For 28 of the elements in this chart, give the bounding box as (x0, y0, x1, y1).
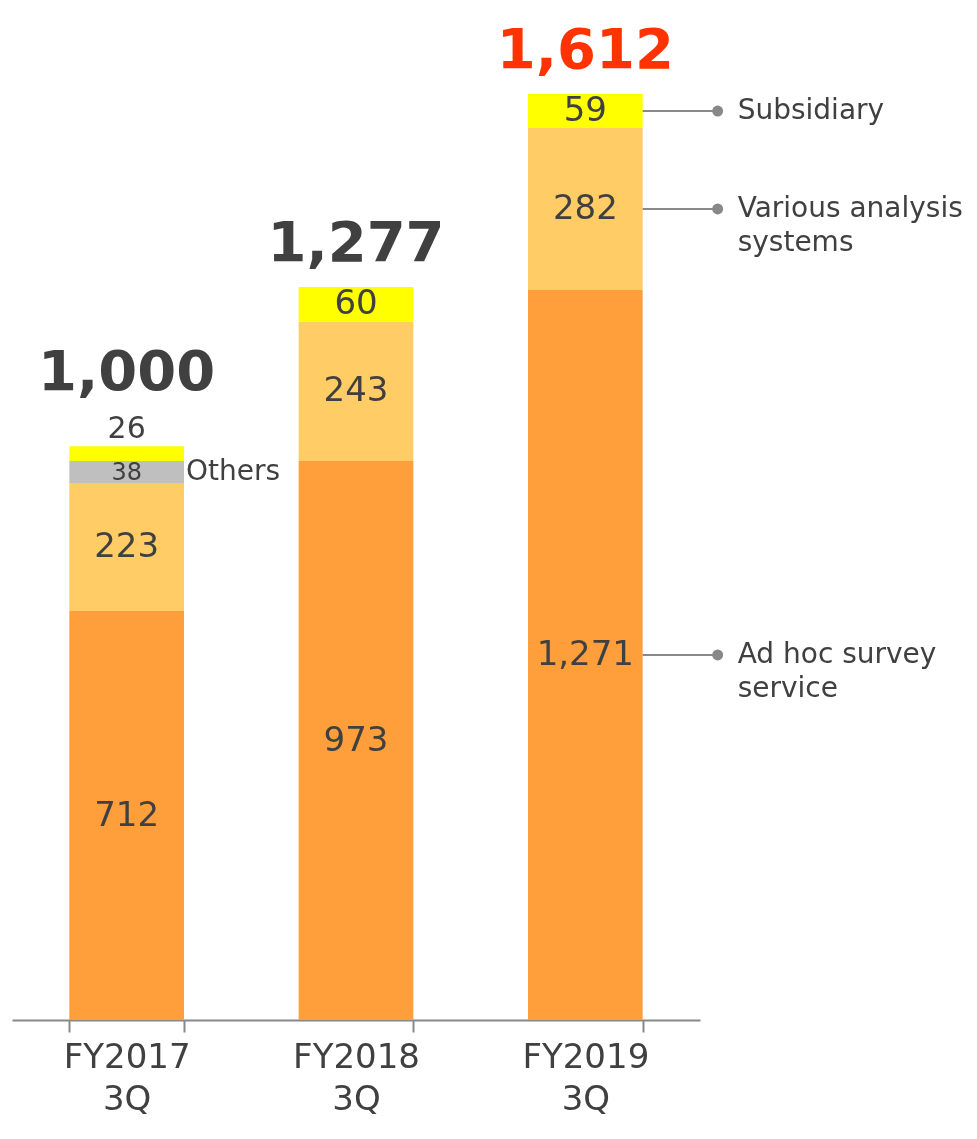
x-tick-label: FY2018 3Q (293, 1035, 420, 1118)
data-label: 59 (563, 89, 607, 130)
text: Ad hoc survey service (737, 636, 937, 704)
series-label: Others (186, 454, 281, 488)
data-label: 223 (94, 524, 160, 565)
bar (69, 446, 184, 462)
text: Subsidiary (737, 93, 885, 127)
bar (69, 461, 184, 483)
bar (528, 289, 643, 1020)
data-label: 282 (552, 186, 618, 227)
data-label: 60 (334, 282, 378, 323)
bar (69, 611, 184, 1020)
x-tick-label: FY2019 3Q (522, 1035, 650, 1118)
data-label: 243 (323, 369, 389, 410)
text: Various analysis systems (737, 190, 963, 258)
bar (69, 482, 184, 612)
total-label: 1,000 (38, 338, 216, 404)
data-label: 38 (111, 458, 142, 487)
data-label: 1,271 (536, 632, 635, 673)
data-label: 712 (94, 793, 160, 834)
total-label: 1,277 (267, 209, 445, 275)
bar (528, 127, 643, 290)
data-label: 26 (107, 410, 146, 446)
data-label: 973 (323, 718, 389, 759)
bar (298, 461, 414, 1020)
bar (298, 321, 414, 462)
total-label: 1,612 (496, 16, 674, 82)
x-tick-label: FY2017 3Q (63, 1035, 191, 1118)
